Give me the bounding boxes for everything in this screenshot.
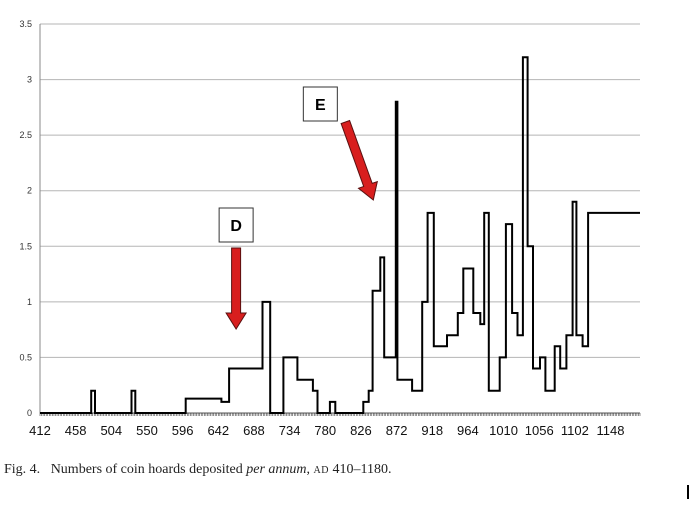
series-lines <box>40 56 640 414</box>
y-tick-label: 2 <box>27 186 32 196</box>
x-tick-label: 1010 <box>489 423 518 438</box>
caption-text-before: Numbers of coin hoards deposited <box>50 462 243 477</box>
x-tick-label: 550 <box>136 423 158 438</box>
coin-hoards-chart: 0 0.5 1 1.5 2 2.5 3 3.5 412 458 504 550 596 642 688 73… <box>19 19 641 438</box>
annotation-arrow <box>225 247 248 330</box>
x-tick-label: 1056 <box>525 423 554 438</box>
annotation-label: D <box>230 218 242 235</box>
y-tick-label: 1 <box>27 297 32 307</box>
grid-lines <box>40 23 640 358</box>
annotations: DE <box>218 86 378 330</box>
figure-caption: Fig. 4. Numbers of coin hoards deposited… <box>4 462 392 477</box>
y-tick-label: 2.5 <box>19 130 32 140</box>
x-tick-label: 1102 <box>561 423 589 438</box>
y-tick-label: 0 <box>27 408 32 418</box>
caption-text-after: 410–1180. <box>332 462 392 477</box>
caption-fig-label: Fig. 4. <box>4 462 41 477</box>
series-line <box>40 56 640 414</box>
annotation-arrow <box>340 119 378 201</box>
annotation-label: E <box>315 97 326 114</box>
caption-italic-text: per annum <box>246 462 307 477</box>
cursor-mark <box>687 485 689 499</box>
y-tick-label: 3 <box>27 75 32 85</box>
caption-smallcaps: AD <box>313 465 329 476</box>
y-tick-labels: 0 0.5 1 1.5 2 2.5 3 3.5 <box>19 19 32 418</box>
y-tick-label: 3.5 <box>19 19 32 29</box>
x-tick-label: 918 <box>421 423 443 438</box>
y-tick-label: 1.5 <box>19 241 32 251</box>
x-tick-label: 458 <box>65 423 87 438</box>
x-tick-label: 780 <box>314 423 336 438</box>
annotation-box <box>302 86 338 122</box>
x-tick-label: 1148 <box>597 423 625 438</box>
x-tick-label: 412 <box>29 423 51 438</box>
x-tick-label: 642 <box>207 423 229 438</box>
x-tick-label: 596 <box>172 423 194 438</box>
x-tick-label: 872 <box>386 423 408 438</box>
x-tick-labels: 412 458 504 550 596 642 688 734 780 826 872 918 964 1… <box>29 423 624 438</box>
x-tick-label: 964 <box>457 423 479 438</box>
annotation-box <box>218 207 254 243</box>
x-tick-label: 504 <box>100 423 122 438</box>
x-tick-label: 734 <box>279 423 301 438</box>
x-tick-label: 688 <box>243 423 265 438</box>
x-tick-label: 826 <box>350 423 372 438</box>
y-tick-label: 0.5 <box>19 352 32 362</box>
